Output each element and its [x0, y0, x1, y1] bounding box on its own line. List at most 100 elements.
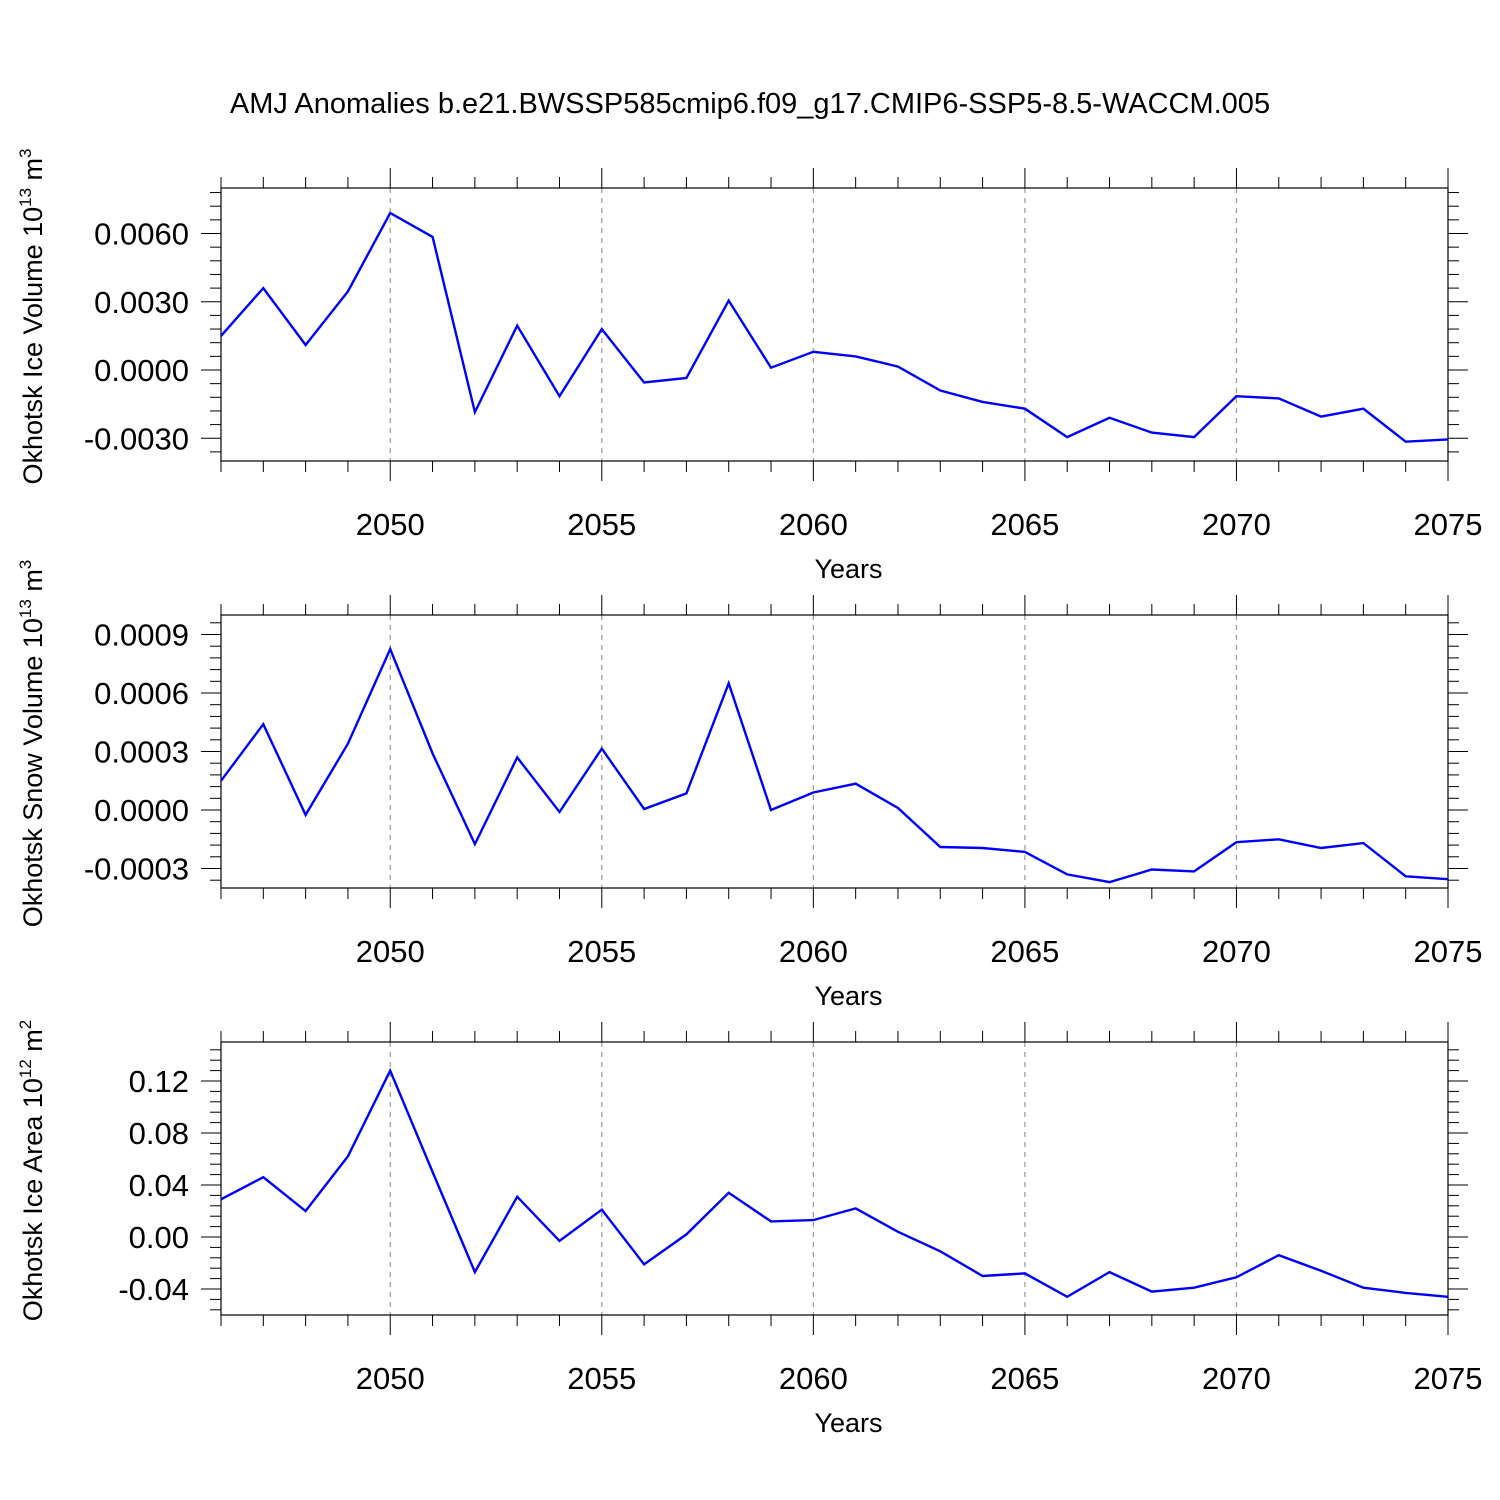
y-tick-label: -0.0030	[84, 421, 189, 456]
data-point-2064	[981, 401, 983, 403]
x-tick-label: 2050	[356, 934, 425, 969]
data-point-2054	[558, 395, 560, 397]
data-point-2063	[939, 846, 941, 848]
data-point-2061	[854, 1207, 856, 1209]
series-line	[220, 1067, 1449, 1299]
x-tick-label: 2065	[990, 1361, 1059, 1396]
plot-frame	[220, 1041, 1449, 1316]
figure-title: AMJ Anomalies b.e21.BWSSP585cmip6.f09_g1…	[230, 88, 1270, 120]
data-point-2052	[474, 1271, 476, 1273]
data-point-2059	[770, 1220, 772, 1222]
data-point-2058	[728, 1192, 730, 1194]
y-axis-label: Okhotsk Snow Volume 1013 m3	[16, 560, 48, 928]
data-point-2047	[262, 1176, 264, 1178]
y-axis-label-unit-exponent: 3	[16, 560, 35, 569]
y-tick-label: -0.04	[118, 1272, 189, 1307]
y-axis-label: Okhotsk Ice Volume 1013 m3	[16, 148, 48, 484]
series-line	[220, 646, 1449, 884]
data-point-2074	[1404, 440, 1406, 442]
x-tick-label: 2070	[1202, 1361, 1271, 1396]
data-point-2047	[262, 723, 264, 725]
data-point-2057	[685, 792, 687, 794]
data-point-2056	[643, 808, 645, 810]
data-point-2070	[1235, 841, 1237, 843]
data-point-2049	[347, 1155, 349, 1157]
y-axis-label-exponent: 13	[16, 599, 35, 618]
data-point-2072	[1320, 1270, 1322, 1272]
data-point-2059	[770, 809, 772, 811]
data-point-2071	[1278, 397, 1280, 399]
data-point-2050	[389, 1069, 391, 1071]
x-tick-label: 2065	[990, 934, 1059, 969]
data-point-2052	[474, 843, 476, 845]
data-point-2054	[558, 811, 560, 813]
data-point-2063	[939, 1250, 941, 1252]
y-tick-label: 0.0003	[94, 735, 189, 770]
data-point-2061	[854, 355, 856, 357]
data-point-2048	[304, 344, 306, 346]
data-point-2064	[981, 1275, 983, 1277]
x-tick-label: 2075	[1414, 934, 1483, 969]
chart-panel-1: -0.0030 0.0000 0.0030 0.0060 2050 2055 2060 206…	[16, 148, 1482, 584]
x-tick-label: 2050	[356, 1361, 425, 1396]
data-point-2070	[1235, 1276, 1237, 1278]
data-point-2046	[220, 780, 222, 782]
x-axis-label: Years	[814, 1408, 882, 1438]
y-axis-label-unit: m	[18, 1029, 48, 1059]
y-tick-label: 0.00	[129, 1220, 189, 1255]
data-point-2071	[1278, 838, 1280, 840]
x-tick-label: 2055	[567, 934, 636, 969]
x-tick-label: 2055	[567, 507, 636, 542]
data-point-2075	[1447, 438, 1449, 440]
data-point-2053	[516, 1196, 518, 1198]
plot-frame	[220, 187, 1449, 462]
data-point-2053	[516, 756, 518, 758]
data-point-2071	[1278, 1254, 1280, 1256]
data-point-2073	[1362, 1287, 1364, 1289]
data-point-2065	[1024, 851, 1026, 853]
x-tick-label: 2075	[1414, 1361, 1483, 1396]
data-point-2051	[431, 752, 433, 754]
data-point-2068	[1151, 431, 1153, 433]
data-point-2074	[1404, 875, 1406, 877]
series-line	[220, 211, 1449, 443]
y-axis-label-unit-exponent: 2	[16, 1020, 35, 1029]
y-tick-label: 0.0060	[94, 217, 189, 252]
data-point-2055	[601, 747, 603, 749]
data-point-2052	[474, 411, 476, 413]
x-tick-label: 2055	[567, 1361, 636, 1396]
data-point-2067	[1108, 881, 1110, 883]
y-tick-label: 0.0030	[94, 285, 189, 320]
data-point-2066	[1066, 436, 1068, 438]
data-point-2073	[1362, 842, 1364, 844]
y-tick-label: 0.08	[129, 1116, 189, 1151]
y-axis-label-unit-exponent: 3	[16, 148, 35, 157]
data-point-2056	[643, 1263, 645, 1265]
data-point-2068	[1151, 1290, 1153, 1292]
data-point-2060	[812, 791, 814, 793]
data-point-2069	[1193, 870, 1195, 872]
data-point-2051	[431, 1171, 433, 1173]
y-tick-label: 0.0009	[94, 618, 189, 653]
y-axis-label-main: Okhotsk Ice Area 10	[18, 1078, 48, 1321]
chart-panel-2: -0.0003 0.0000 0.0003 0.0006 0.0009 2050 2055 2…	[16, 560, 1482, 1011]
y-axis-label-unit: m	[18, 569, 48, 599]
x-tick-label: 2065	[990, 507, 1059, 542]
y-tick-label: -0.0003	[84, 852, 189, 887]
data-point-2072	[1320, 847, 1322, 849]
y-tick-label: 0.0006	[94, 676, 189, 711]
x-axis-label: Years	[814, 981, 882, 1011]
y-axis-label-unit: m	[18, 158, 48, 188]
data-point-2066	[1066, 1296, 1068, 1298]
data-point-2059	[770, 367, 772, 369]
data-point-2057	[685, 377, 687, 379]
x-tick-label: 2060	[779, 507, 848, 542]
data-point-2055	[601, 1209, 603, 1211]
data-point-2046	[220, 1198, 222, 1200]
data-point-2050	[389, 212, 391, 214]
data-point-2053	[516, 324, 518, 326]
data-point-2049	[347, 290, 349, 292]
data-point-2068	[1151, 868, 1153, 870]
data-point-2066	[1066, 873, 1068, 875]
data-point-2075	[1447, 1296, 1449, 1298]
